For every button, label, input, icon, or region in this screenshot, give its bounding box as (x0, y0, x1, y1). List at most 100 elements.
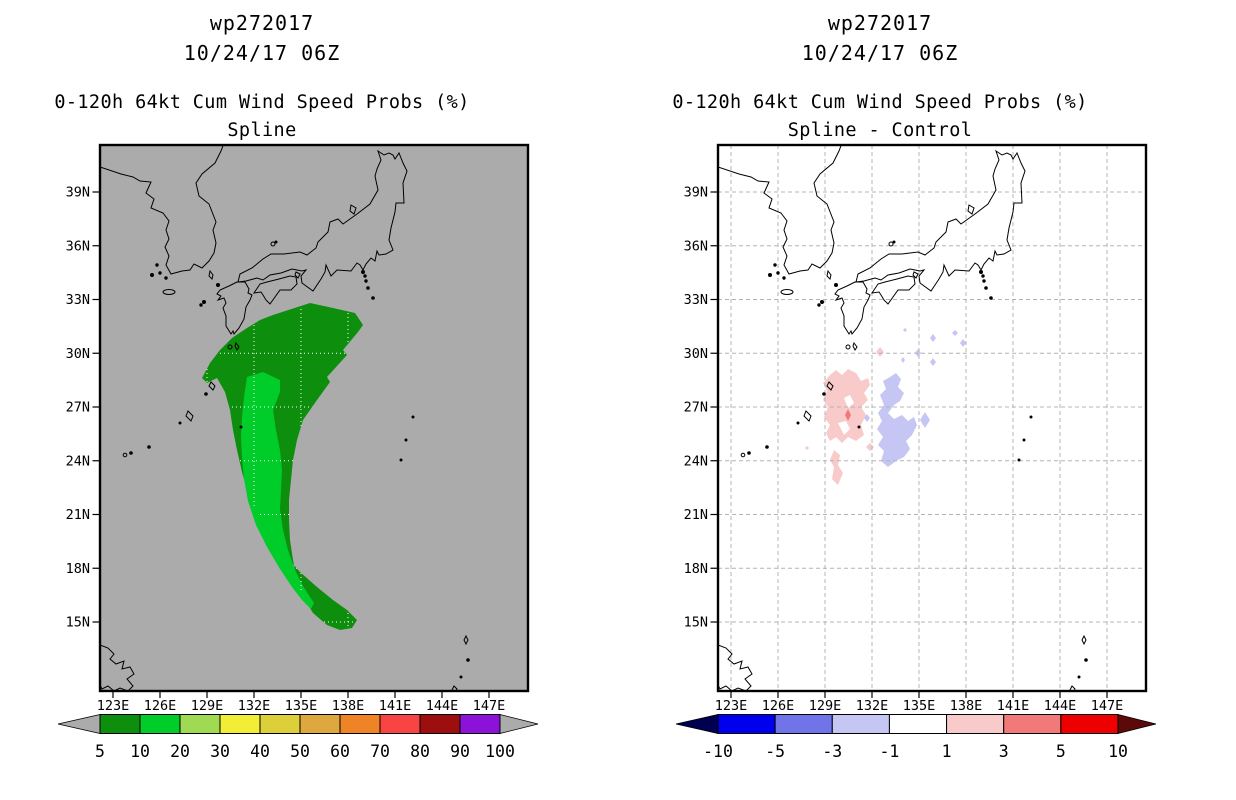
lon-tick-label: 138E (950, 698, 983, 714)
colorbar-tick-label: 80 (410, 742, 430, 761)
contour-region (845, 409, 851, 421)
lat-tick-label: 15N (66, 615, 90, 631)
lat-tick-label: 36N (66, 238, 90, 254)
storm-id: wp272017 (210, 11, 314, 35)
colorbar-segment (339, 714, 381, 734)
lat-tick-label: 15N (684, 615, 708, 631)
lat-tick-label: 39N (684, 185, 708, 201)
lat-tick-label: 36N (684, 238, 708, 254)
method-label: Spline (227, 120, 296, 141)
coastlines (718, 145, 1088, 691)
storm-id: wp272017 (828, 11, 932, 35)
lon-tick-label: 138E (332, 698, 365, 714)
contour-region (823, 369, 870, 443)
contour-region (805, 446, 809, 450)
colorbar-tick-label: 60 (330, 742, 350, 761)
contour-region (202, 303, 363, 630)
panel-spline-minus-control: wp272017 10/24/17 06Z 0-120h 64kt Cum Wi… (618, 0, 1236, 800)
contour-region (952, 330, 958, 336)
colorbar-segment (946, 714, 1005, 734)
colorbar-tick-label: 100 (485, 742, 515, 761)
lon-tick-label: 141E (997, 698, 1030, 714)
contour-regions (805, 328, 966, 485)
colorbar-tick-label: 5 (95, 742, 105, 761)
lon-tick-label: 126E (144, 698, 177, 714)
colorbar-segment (1060, 714, 1119, 734)
colorbar-tick-label: 20 (170, 742, 190, 761)
lon-tick-label: 144E (1044, 698, 1077, 714)
lat-tick-label: 21N (684, 507, 708, 523)
colorbar-segment (259, 714, 301, 734)
lat-tick-label: 21N (66, 507, 90, 523)
colorbar-tick-label: 50 (290, 742, 310, 761)
lon-tick-label: 132E (856, 698, 889, 714)
lon-tick-label: 141E (379, 698, 412, 714)
contour-region (960, 339, 966, 347)
contour-region (920, 412, 930, 428)
lon-tick-label: 135E (285, 698, 318, 714)
lon-tick-label: 147E (473, 698, 506, 714)
lon-tick-label: 144E (426, 698, 459, 714)
colorbar-segment (219, 714, 261, 734)
lat-axis: 39N 36N 33N 30N 27N 24N 21N 18N 15N (66, 185, 100, 631)
colorbar-tick-label: -1 (879, 742, 899, 761)
lat-tick-label: 30N (66, 346, 90, 362)
colorbar-tick-label: 3 (999, 742, 1009, 761)
lon-tick-label: 132E (238, 698, 271, 714)
colorbar-right-arrow (1117, 713, 1157, 735)
contour-region (876, 347, 884, 357)
colorbar-tick-label: 5 (1056, 742, 1066, 761)
colorbar-segment (379, 714, 421, 734)
map-background (718, 145, 1146, 691)
panel-spline: wp272017 10/24/17 06Z 0-120h 64kt Cum Wi… (54, 11, 539, 761)
lat-tick-label: 30N (684, 346, 708, 362)
colorbar-tick-label: 10 (130, 742, 150, 761)
lat-tick-label: 33N (66, 292, 90, 308)
lon-tick-label: 129E (191, 698, 224, 714)
contour-regions (202, 303, 363, 630)
colorbar-segment (419, 714, 461, 734)
colorbar-tick-label: 10 (1108, 742, 1128, 761)
lat-tick-label: 33N (684, 292, 708, 308)
init-datetime: 10/24/17 06Z (802, 41, 959, 65)
colorbar-left-arrow (675, 713, 719, 735)
contour-region (903, 328, 907, 332)
contour-region (901, 357, 905, 363)
colorbar-segment (139, 714, 181, 734)
graticule (718, 145, 1146, 691)
colorbar: -10 -5 -3 -1 1 3 5 10 (675, 713, 1157, 761)
contour-region (241, 372, 314, 609)
product-title: 0-120h 64kt Cum Wind Speed Probs (%) (54, 92, 469, 113)
lat-tick-label: 27N (684, 400, 708, 416)
contour-region (930, 358, 936, 366)
method-label: Spline - Control (788, 120, 973, 141)
lon-tick-label: 126E (762, 698, 795, 714)
colorbar-segment (459, 714, 501, 734)
colorbar-segment (717, 714, 776, 734)
colorbar-tick-label: 90 (450, 742, 470, 761)
contour-region (864, 414, 870, 422)
colorbar-tick-label: -3 (822, 742, 842, 761)
colorbar-segment (831, 714, 890, 734)
colorbar-segment (179, 714, 221, 734)
contour-region (930, 334, 936, 342)
lon-tick-label: 123E (715, 698, 748, 714)
colorbar-left-arrow (57, 713, 101, 735)
colorbar-segment (888, 714, 948, 734)
contour-region (877, 373, 917, 467)
colorbar: 5 10 20 30 40 50 60 70 80 90 100 (57, 713, 539, 761)
lat-tick-label: 18N (684, 561, 708, 577)
map-frame (716, 143, 1148, 693)
init-datetime: 10/24/17 06Z (184, 41, 341, 65)
colorbar-tick-label: 70 (370, 742, 390, 761)
product-title: 0-120h 64kt Cum Wind Speed Probs (%) (672, 92, 1087, 113)
lat-tick-label: 39N (66, 185, 90, 201)
contour-region (830, 450, 843, 485)
colorbar-segment (99, 714, 141, 734)
colorbar-tick-label: 40 (250, 742, 270, 761)
lon-axis: 123E 126E 129E 132E 135E 138E 141E 144E 147E (715, 691, 1123, 714)
lon-tick-label: 123E (97, 698, 130, 714)
